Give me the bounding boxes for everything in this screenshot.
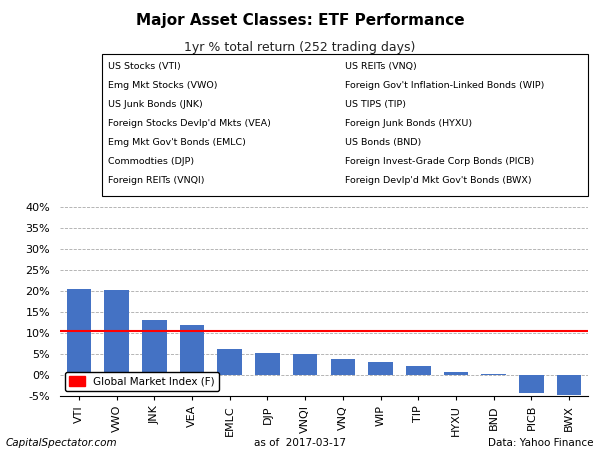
Text: US Bonds (BND): US Bonds (BND)	[345, 138, 421, 147]
Bar	[331, 359, 355, 375]
Text: Foreign Invest-Grade Corp Bonds (PICB): Foreign Invest-Grade Corp Bonds (PICB)	[345, 157, 534, 166]
Text: Major Asset Classes: ETF Performance: Major Asset Classes: ETF Performance	[136, 14, 464, 28]
Text: Foreign Devlp'd Mkt Gov't Bonds (BWX): Foreign Devlp'd Mkt Gov't Bonds (BWX)	[345, 176, 532, 184]
Text: US REITs (VNQ): US REITs (VNQ)	[345, 62, 417, 71]
Bar	[481, 374, 506, 375]
Text: Data: Yahoo Finance: Data: Yahoo Finance	[488, 438, 594, 448]
Bar	[368, 361, 393, 375]
Bar	[217, 349, 242, 375]
Bar	[255, 353, 280, 375]
Bar	[180, 324, 204, 375]
Bar	[444, 372, 468, 375]
Bar	[406, 366, 431, 375]
Bar	[293, 354, 317, 375]
Text: Foreign Junk Bonds (HYXU): Foreign Junk Bonds (HYXU)	[345, 119, 472, 128]
Text: as of  2017-03-17: as of 2017-03-17	[254, 438, 346, 448]
Bar	[67, 289, 91, 375]
Bar	[557, 375, 581, 395]
Bar	[142, 320, 167, 375]
Text: CapitalSpectator.com: CapitalSpectator.com	[6, 438, 118, 448]
Text: US Stocks (VTI): US Stocks (VTI)	[108, 62, 181, 71]
Text: Emg Mkt Stocks (VWO): Emg Mkt Stocks (VWO)	[108, 81, 218, 90]
Text: Commodties (DJP): Commodties (DJP)	[108, 157, 194, 166]
Text: US TIPS (TIP): US TIPS (TIP)	[345, 100, 406, 109]
Text: Foreign REITs (VNQI): Foreign REITs (VNQI)	[108, 176, 205, 184]
Text: Foreign Gov't Inflation-Linked Bonds (WIP): Foreign Gov't Inflation-Linked Bonds (WI…	[345, 81, 544, 90]
Text: 1yr % total return (252 trading days): 1yr % total return (252 trading days)	[184, 40, 416, 54]
Legend: Global Market Index (F): Global Market Index (F)	[65, 372, 219, 391]
Text: US Junk Bonds (JNK): US Junk Bonds (JNK)	[108, 100, 203, 109]
Bar	[104, 290, 129, 375]
Text: Foreign Stocks Devlp'd Mkts (VEA): Foreign Stocks Devlp'd Mkts (VEA)	[108, 119, 271, 128]
Bar	[519, 375, 544, 393]
Text: Emg Mkt Gov't Bonds (EMLC): Emg Mkt Gov't Bonds (EMLC)	[108, 138, 246, 147]
